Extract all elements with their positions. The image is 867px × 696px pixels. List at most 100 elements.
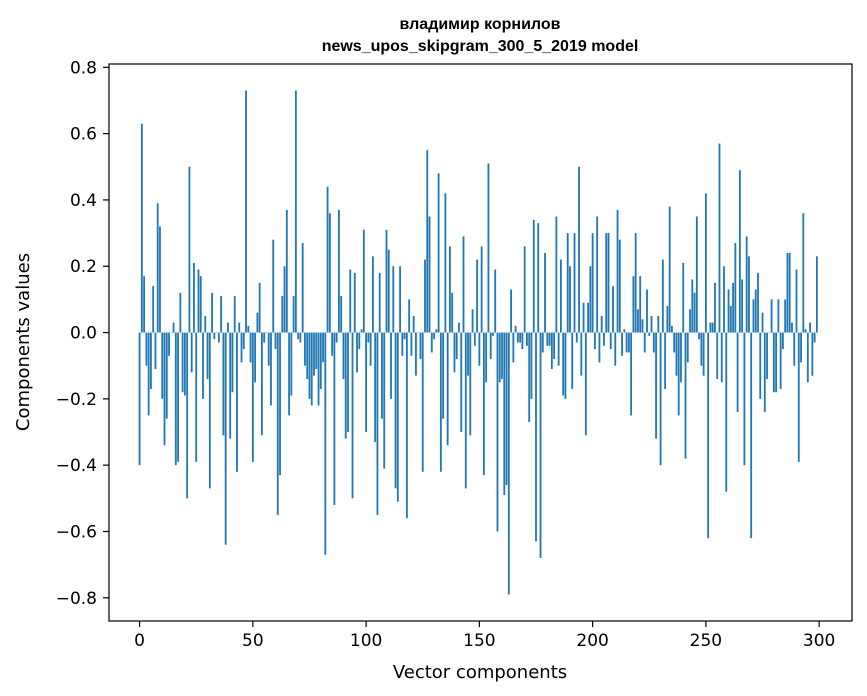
bar — [811, 332, 814, 376]
bar — [306, 332, 309, 379]
x-tick-label: 0 — [134, 631, 145, 651]
bar — [281, 296, 284, 333]
bar — [564, 332, 567, 399]
bar — [718, 143, 721, 333]
bar — [596, 216, 599, 333]
bar — [272, 239, 275, 333]
bar — [512, 332, 515, 363]
bar — [299, 332, 302, 343]
bar — [612, 286, 614, 333]
bar — [684, 332, 687, 459]
bar — [800, 332, 802, 363]
bar — [695, 216, 698, 333]
bar — [714, 282, 716, 333]
bar — [578, 166, 580, 333]
bar — [238, 322, 241, 333]
bar — [682, 262, 685, 333]
bar — [256, 312, 259, 333]
bar — [603, 332, 605, 346]
bar — [292, 296, 295, 333]
bar — [489, 332, 492, 360]
bar — [319, 332, 322, 389]
bar — [174, 332, 177, 466]
bar — [362, 229, 365, 333]
bar — [621, 332, 623, 356]
bar — [641, 319, 644, 333]
bar — [150, 332, 152, 389]
bar — [813, 332, 816, 343]
bar — [691, 279, 694, 333]
bar — [528, 332, 531, 423]
bar — [727, 289, 730, 333]
bar — [143, 276, 146, 333]
bar — [186, 332, 189, 499]
bar — [342, 332, 345, 379]
bar — [263, 332, 266, 343]
bar — [589, 266, 592, 333]
bar — [716, 332, 719, 379]
bar — [763, 332, 766, 413]
y-tick-label: 0.8 — [70, 58, 97, 78]
bar — [254, 332, 257, 383]
bar — [308, 332, 311, 399]
bar — [709, 322, 712, 333]
bar — [331, 332, 334, 356]
bar — [677, 332, 680, 416]
bar — [249, 332, 252, 363]
bar — [732, 282, 734, 333]
bar — [600, 315, 603, 333]
bar — [775, 332, 778, 393]
bar — [725, 332, 728, 492]
x-tick-label: 50 — [242, 631, 264, 651]
chart-subtitle: news_upos_skipgram_300_5_2019 model — [322, 38, 639, 55]
bar — [507, 332, 510, 595]
bar — [609, 332, 612, 350]
bar — [451, 292, 454, 333]
bar — [750, 332, 753, 539]
bar — [521, 332, 524, 350]
bar — [743, 332, 746, 466]
bar — [376, 332, 379, 515]
bar — [195, 332, 198, 462]
bar — [815, 256, 818, 333]
bar — [154, 332, 157, 370]
bar — [285, 209, 288, 333]
bar — [204, 315, 207, 333]
bar — [245, 90, 247, 333]
bar — [494, 269, 497, 333]
bar — [702, 332, 705, 376]
bar — [659, 332, 662, 466]
bar — [639, 276, 642, 333]
bar — [161, 332, 164, 399]
bar — [693, 292, 696, 333]
bar — [251, 332, 254, 462]
bar — [208, 332, 211, 489]
bar — [156, 203, 159, 333]
bar — [623, 329, 626, 333]
bar — [304, 332, 306, 366]
bar — [213, 332, 216, 340]
bar — [369, 332, 372, 366]
bar — [788, 252, 791, 333]
bar — [387, 249, 390, 333]
bar — [625, 332, 628, 353]
bar — [222, 332, 225, 436]
bar — [668, 206, 671, 333]
bar — [394, 332, 397, 489]
bar — [648, 332, 651, 336]
bar — [193, 262, 195, 333]
bar — [519, 332, 522, 343]
bar — [473, 332, 476, 346]
bar — [424, 259, 426, 333]
x-tick-label: 250 — [690, 631, 722, 651]
bar — [675, 332, 678, 376]
bar — [704, 193, 707, 333]
bar — [646, 289, 648, 333]
bar — [745, 236, 748, 333]
bar — [485, 332, 488, 383]
bar — [267, 332, 270, 366]
bar — [392, 266, 395, 333]
bar — [181, 332, 184, 393]
bar — [587, 302, 589, 333]
